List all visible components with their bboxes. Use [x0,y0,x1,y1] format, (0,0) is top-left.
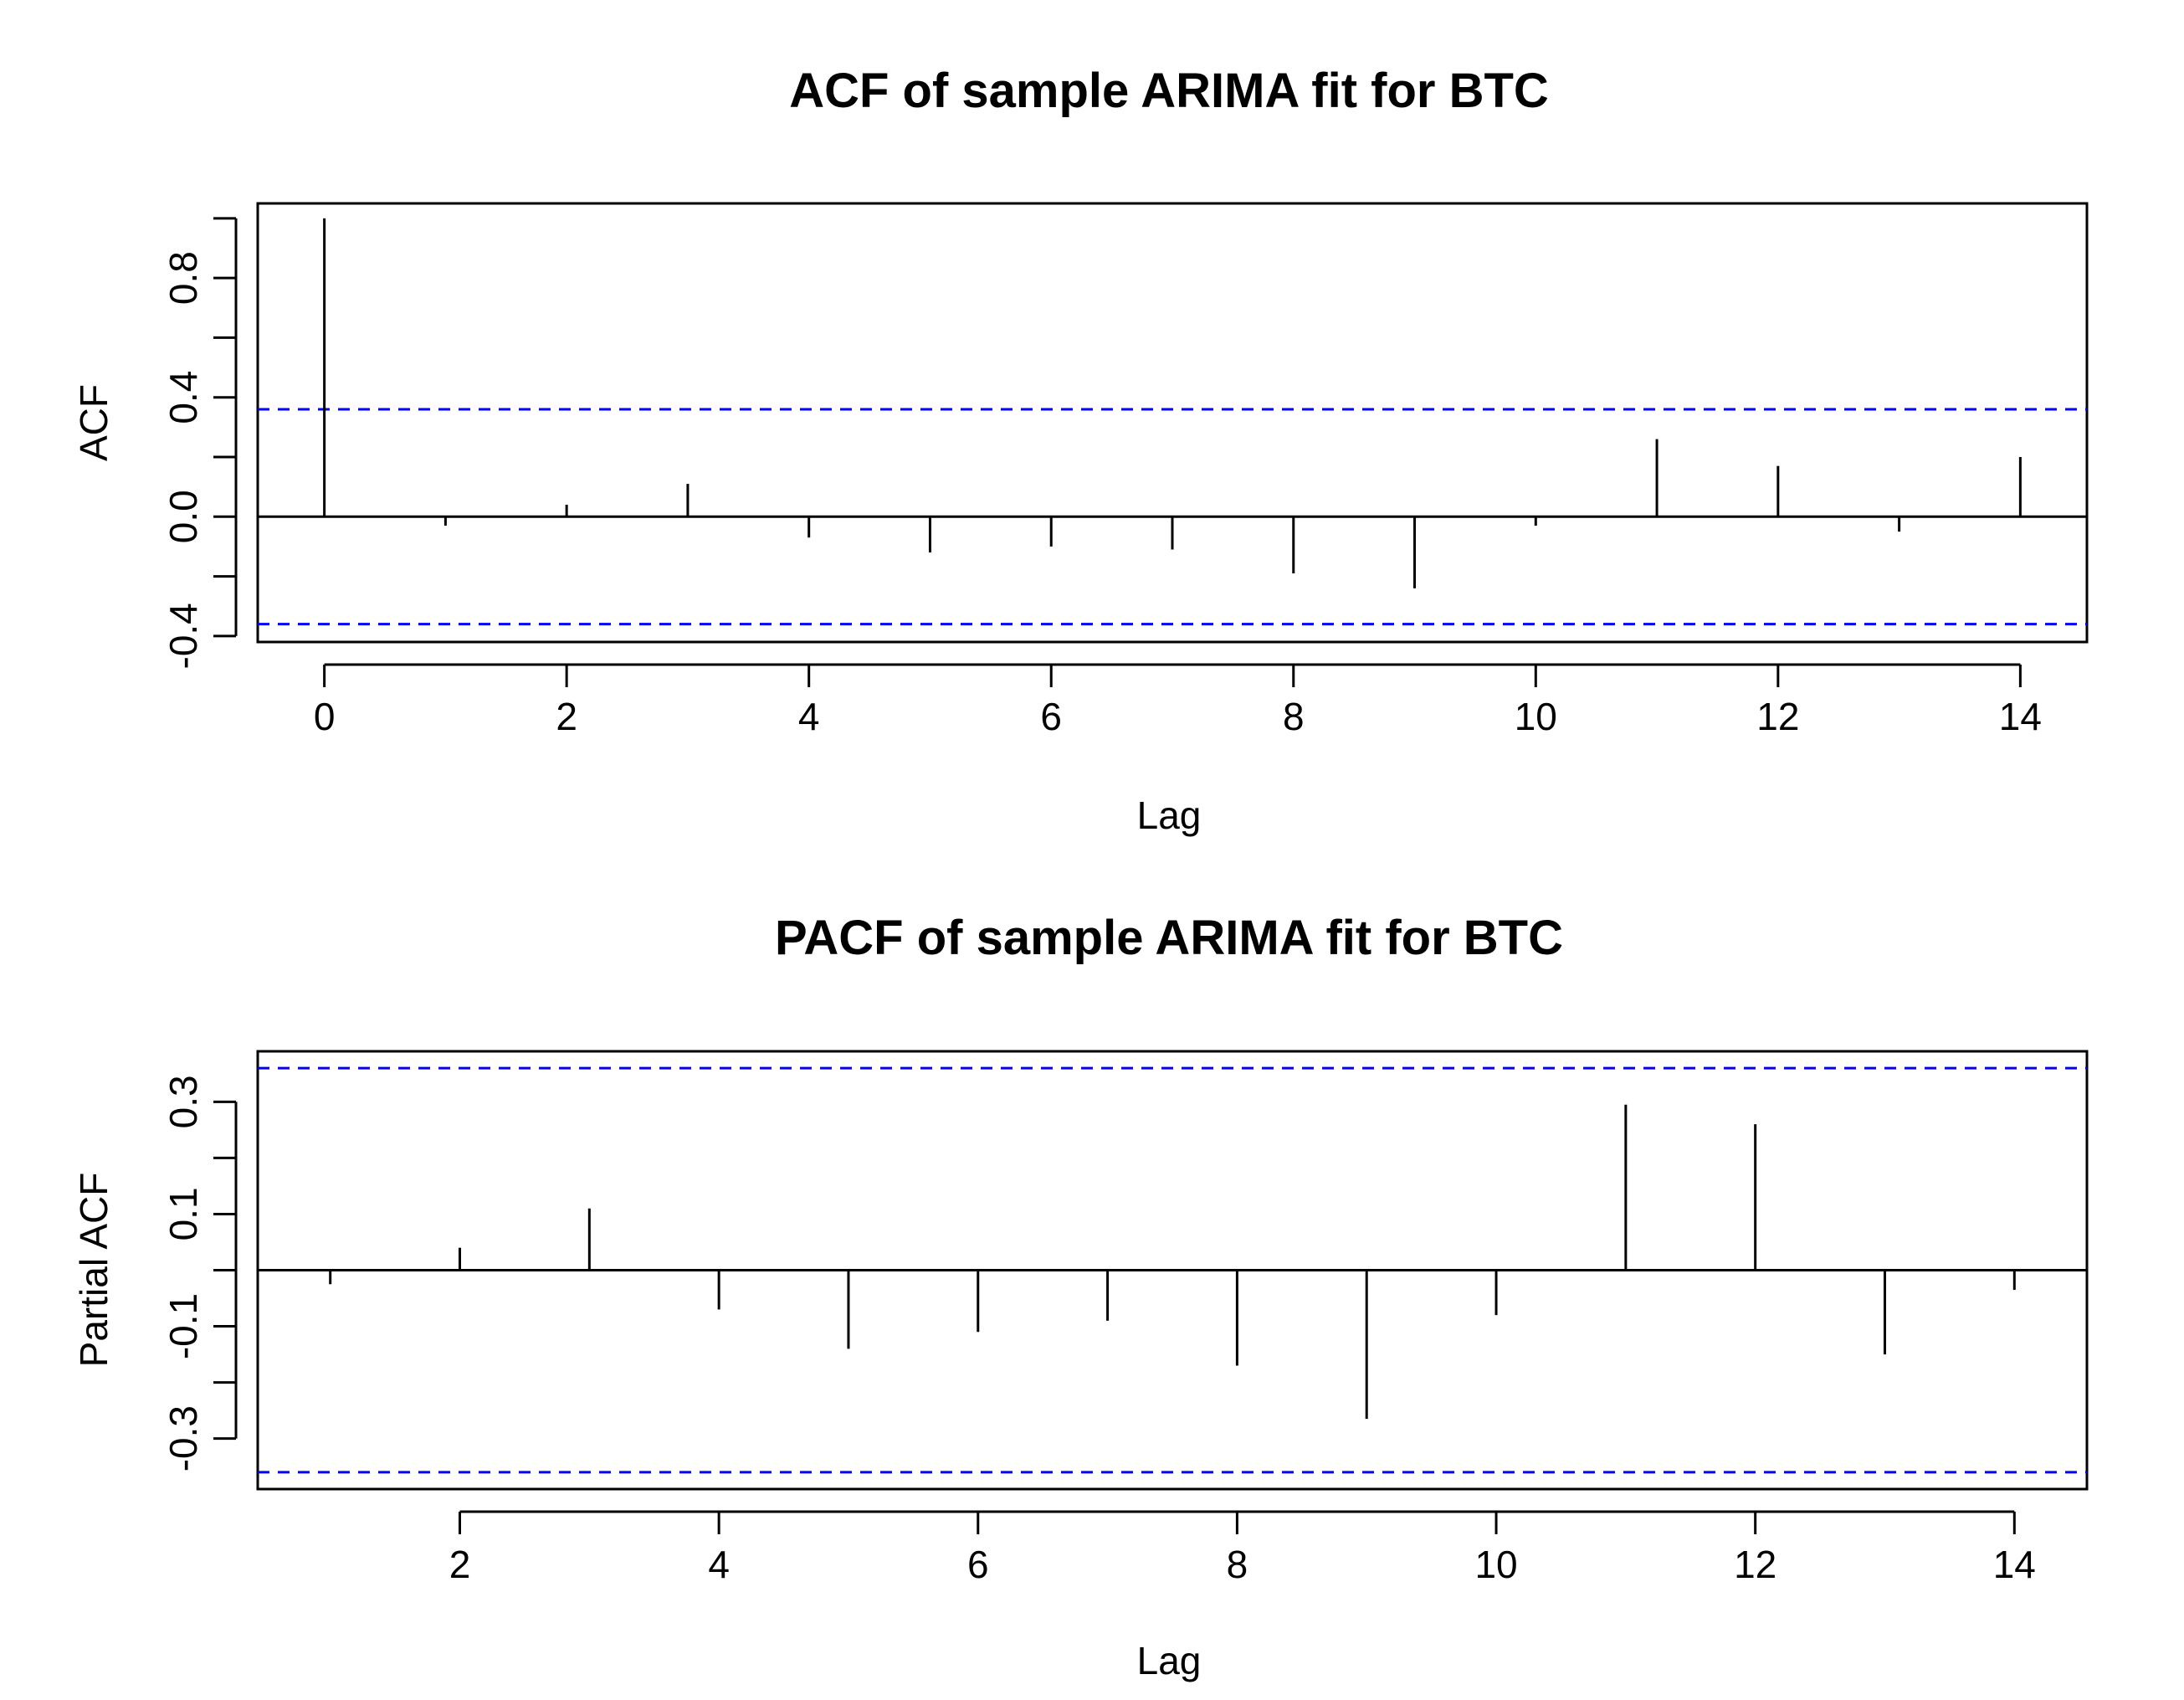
acf-x-tick-label: 14 [1999,695,2042,738]
pacf-x-tick-label: 12 [1734,1543,1776,1586]
acf-x-tick-label: 8 [1283,695,1305,738]
acf-x-tick-label: 2 [556,695,577,738]
acf-y-tick-label: 0.0 [161,490,205,543]
acf-x-tick-label: 6 [1040,695,1062,738]
pacf-x-tick-label: 6 [967,1543,989,1586]
acf-plot-area: 0 2 4 6 8 10 12 14 -0.4 0.0 0.4 0.8 [161,202,2089,738]
acf-x-tick-label: 4 [798,695,820,738]
acf-y-tick-label: 0.4 [161,371,205,424]
pacf-chart-title: PACF of sample ARIMA fit for BTC [775,911,1563,965]
acf-panel: ACF of sample ARIMA fit for BTC Lag ACF … [72,64,2089,837]
acf-x-tick-label: 10 [1515,695,1557,738]
pacf-y-tick-label: -0.3 [161,1405,205,1471]
pacf-y-tick-label: -0.1 [161,1293,205,1359]
pacf-x-tick-label: 4 [708,1543,730,1586]
acf-plot-frame [256,202,2089,644]
acf-y-tick-label: 0.8 [161,251,205,305]
pacf-y-tick-label: 0.3 [161,1075,205,1128]
pacf-x-tick-label: 2 [449,1543,471,1586]
acf-x-axis-label: Lag [1137,794,1202,837]
pacf-x-axis-label: Lag [1137,1639,1202,1682]
pacf-x-tick-label: 10 [1474,1543,1517,1586]
pacf-y-axis-label: Partial ACF [72,1173,115,1368]
acf-chart-title: ACF of sample ARIMA fit for BTC [789,64,1549,118]
pacf-x-tick-label: 14 [1993,1543,2036,1586]
pacf-x-tick-label: 8 [1227,1543,1248,1586]
acf-x-tick-label: 0 [314,695,336,738]
pacf-plot-area: 2 4 6 8 10 12 14 -0.3 -0.1 0.1 0.3 [161,1050,2089,1586]
acf-y-tick-label: -0.4 [161,603,205,669]
acf-y-axis-label: ACF [72,384,115,461]
acf-x-tick-label: 12 [1756,695,1799,738]
pacf-y-tick-label: 0.1 [161,1187,205,1240]
pacf-panel: PACF of sample ARIMA fit for BTC Lag Par… [72,911,2089,1682]
